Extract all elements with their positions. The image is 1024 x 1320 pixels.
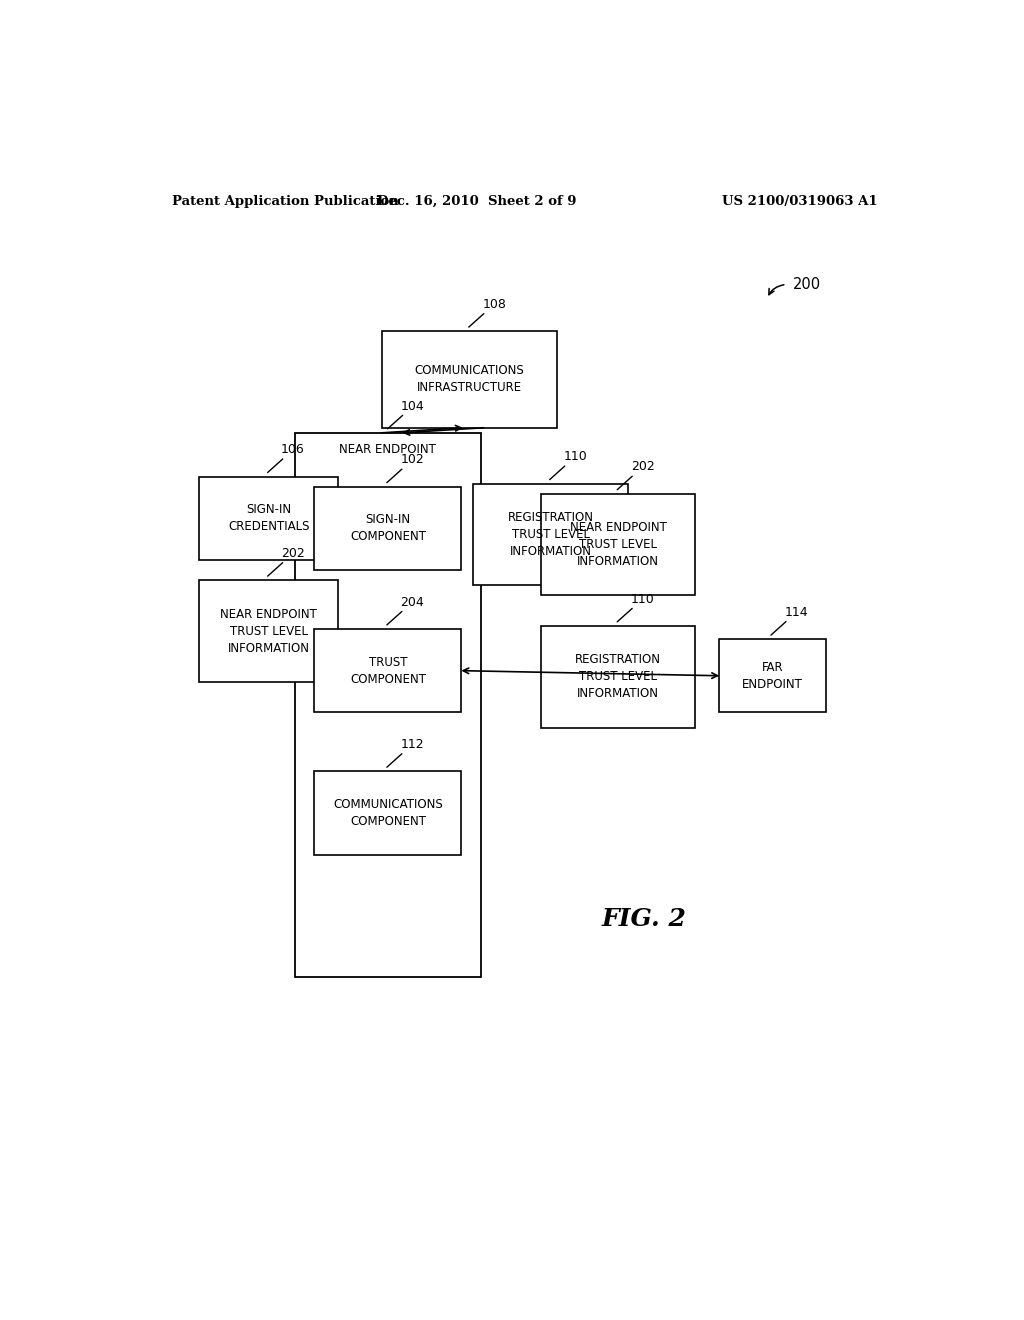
FancyBboxPatch shape — [314, 771, 461, 854]
Text: COMMUNICATIONS
INFRASTRUCTURE: COMMUNICATIONS INFRASTRUCTURE — [415, 364, 524, 395]
Text: COMMUNICATIONS
COMPONENT: COMMUNICATIONS COMPONENT — [333, 799, 442, 828]
FancyBboxPatch shape — [200, 477, 338, 560]
FancyBboxPatch shape — [314, 487, 461, 570]
Text: 106: 106 — [267, 444, 305, 473]
Text: 110: 110 — [550, 450, 587, 479]
Text: 200: 200 — [793, 277, 821, 292]
Text: Patent Application Publication: Patent Application Publication — [172, 194, 398, 207]
FancyBboxPatch shape — [541, 494, 695, 595]
Text: NEAR ENDPOINT
TRUST LEVEL
INFORMATION: NEAR ENDPOINT TRUST LEVEL INFORMATION — [220, 607, 317, 655]
Text: SIGN-IN
CREDENTIALS: SIGN-IN CREDENTIALS — [228, 503, 309, 533]
Text: NEAR ENDPOINT
TRUST LEVEL
INFORMATION: NEAR ENDPOINT TRUST LEVEL INFORMATION — [569, 521, 667, 568]
Text: Dec. 16, 2010  Sheet 2 of 9: Dec. 16, 2010 Sheet 2 of 9 — [378, 194, 577, 207]
FancyBboxPatch shape — [295, 433, 481, 977]
Text: 108: 108 — [469, 298, 506, 327]
FancyBboxPatch shape — [200, 581, 338, 682]
Text: FAR
ENDPOINT: FAR ENDPOINT — [742, 661, 803, 690]
Text: 104: 104 — [388, 400, 425, 429]
Text: FIG. 2: FIG. 2 — [601, 907, 686, 931]
Text: TRUST
COMPONENT: TRUST COMPONENT — [350, 656, 426, 685]
Text: SIGN-IN
COMPONENT: SIGN-IN COMPONENT — [350, 513, 426, 544]
Text: 202: 202 — [617, 461, 654, 490]
FancyBboxPatch shape — [314, 630, 461, 713]
Text: 110: 110 — [617, 593, 654, 622]
Text: REGISTRATION
TRUST LEVEL
INFORMATION: REGISTRATION TRUST LEVEL INFORMATION — [575, 653, 662, 701]
Text: NEAR ENDPOINT: NEAR ENDPOINT — [340, 444, 436, 455]
Text: 102: 102 — [387, 453, 424, 483]
Text: 204: 204 — [387, 595, 424, 624]
Text: REGISTRATION
TRUST LEVEL
INFORMATION: REGISTRATION TRUST LEVEL INFORMATION — [508, 511, 594, 558]
FancyBboxPatch shape — [541, 626, 695, 727]
Text: US 2100/0319063 A1: US 2100/0319063 A1 — [722, 194, 878, 207]
Text: 202: 202 — [267, 546, 305, 576]
Text: 114: 114 — [771, 606, 808, 635]
FancyBboxPatch shape — [719, 639, 826, 713]
Text: 112: 112 — [387, 738, 424, 767]
FancyBboxPatch shape — [473, 483, 628, 585]
FancyBboxPatch shape — [382, 331, 557, 428]
